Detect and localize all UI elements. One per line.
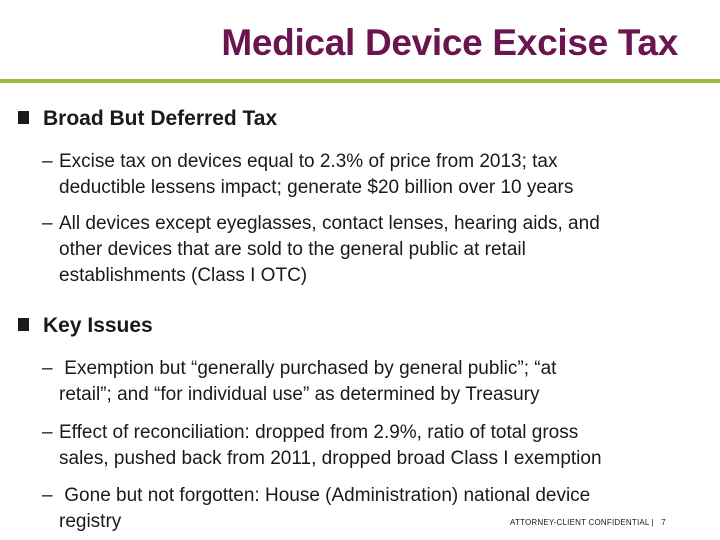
sub-bullet: – Gone but not forgotten: House (Adminis…: [42, 483, 702, 535]
sub-bullet: – Excise tax on devices equal to 2.3% of …: [42, 149, 702, 201]
sub-bullet-line: retail”; and “for individual use” as det…: [59, 384, 540, 405]
dash-bullet: –: [42, 151, 53, 172]
sub-bullet-line: All devices except eyeglasses, contact l…: [59, 213, 600, 234]
section-heading-text: Broad But Deferred Tax: [43, 107, 278, 130]
section-heading-text: Key Issues: [43, 314, 153, 337]
sub-bullet-line: other devices that are sold to the gener…: [59, 239, 526, 260]
sub-bullet: – All devices except eyeglasses, contact …: [42, 211, 702, 289]
square-bullet-icon: [18, 110, 29, 124]
dash-bullet: –: [42, 422, 53, 443]
dash-bullet: –: [42, 358, 53, 379]
slide-title: Medical Device Excise Tax: [221, 22, 678, 63]
section-heading-broad-tax: Broad But Deferred Tax: [18, 107, 277, 131]
sub-bullet-line: sales, pushed back from 2011, dropped br…: [59, 448, 602, 469]
footer-confidential: ATTORNEY-CLIENT CONFIDENTIAL | 7: [510, 518, 666, 527]
dash-bullet: –: [42, 485, 53, 506]
sub-bullet-line: deductible lessens impact; generate $20 …: [59, 177, 574, 198]
sub-bullet: – Effect of reconciliation: dropped from …: [42, 420, 702, 472]
sub-bullet-line: Excise tax on devices equal to 2.3% of p…: [59, 151, 558, 172]
sub-bullet: – Exemption but “generally purchased by …: [42, 356, 702, 408]
square-bullet-icon: [18, 317, 29, 331]
sub-bullet-line: Gone but not forgotten: House (Administr…: [59, 485, 591, 506]
title-divider: [0, 79, 720, 83]
sub-bullet-line: establishments (Class I OTC): [59, 265, 308, 286]
dash-bullet: –: [42, 213, 53, 234]
sub-bullet-line: registry: [59, 511, 122, 532]
sub-bullet-line: Exemption but “generally purchased by ge…: [59, 358, 557, 379]
sub-bullet-line: Effect of reconciliation: dropped from 2…: [59, 422, 579, 443]
section-heading-key-issues: Key Issues: [18, 314, 153, 338]
